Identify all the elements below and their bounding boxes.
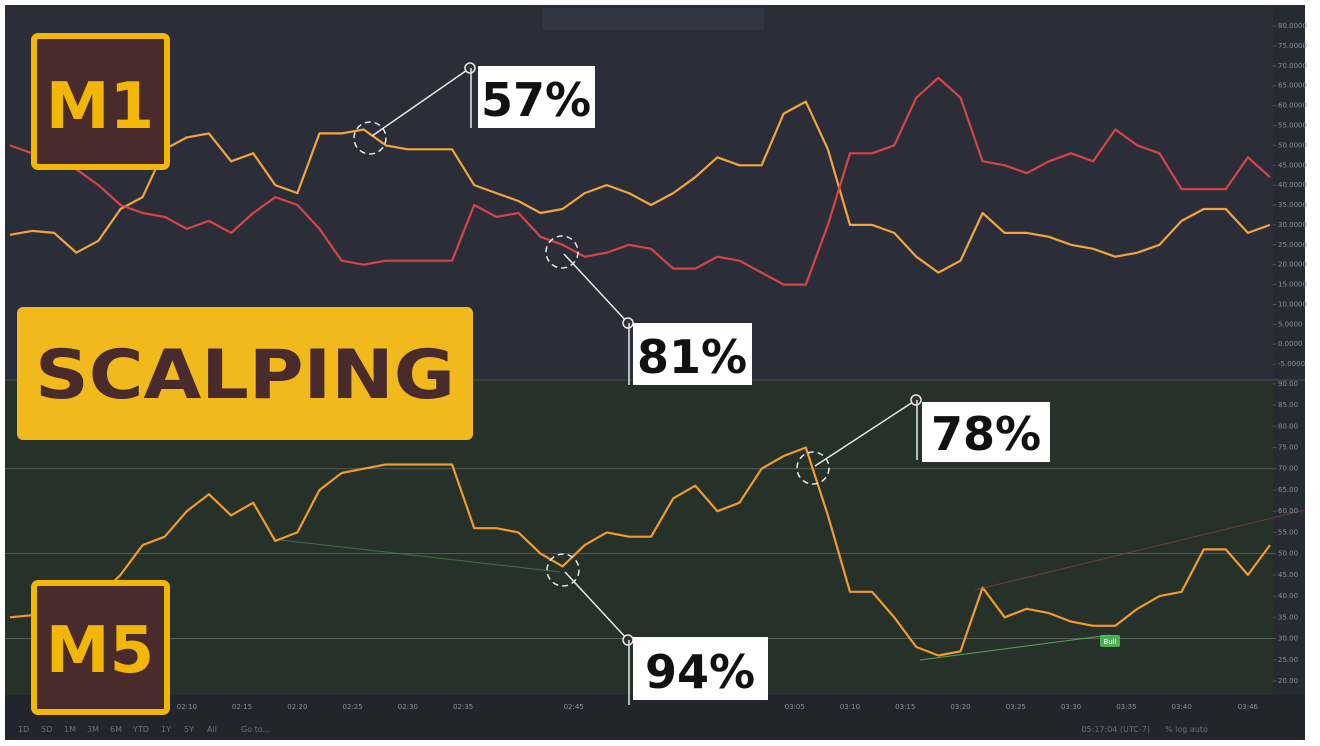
range-button[interactable]: 5D (41, 725, 52, 734)
badge-label: M5 (46, 614, 154, 688)
callout-box (922, 402, 1050, 462)
y-tick-label: 35.0000 (1278, 201, 1307, 209)
x-tick-label: 02:10 (177, 703, 197, 711)
range-button[interactable]: All (207, 725, 217, 734)
signal-tag (1100, 635, 1120, 647)
range-button[interactable]: YTD (132, 725, 149, 734)
y-tick-label: 60.0000 (1278, 102, 1307, 110)
m1-badge (31, 33, 170, 170)
x-tick-label: 02:45 (564, 703, 584, 711)
y-tick-label: 55.0000 (1278, 121, 1307, 129)
signal-label: Bull (1103, 638, 1116, 646)
y-tick-label: 40.0000 (1278, 181, 1307, 189)
y-tick-label: 40.00 (1278, 592, 1298, 600)
bottom-toolbar: 1D 5D 1M 3M 6M YTD 1Y 5Y All Go to... 05:17:04 (UT… (18, 725, 1208, 734)
series-line (9, 446, 1271, 657)
time-axis (5, 695, 1305, 740)
scale-options[interactable]: % log auto (1165, 725, 1208, 734)
series-line (9, 76, 1271, 286)
callout: 94% (645, 645, 755, 699)
y-tick-label: 20.0000 (1278, 261, 1307, 269)
badge-label: M1 (46, 70, 154, 144)
y-tick-label: -5.0000 (1278, 360, 1305, 368)
range-button[interactable]: 1D (18, 725, 29, 734)
y-tick-label: 65.00 (1278, 486, 1298, 494)
y-tick-label: 5.0000 (1278, 320, 1303, 328)
x-tick-label: 03:35 (1116, 703, 1136, 711)
m5-badge (31, 580, 170, 715)
y-tick-label: 50.0000 (1278, 141, 1307, 149)
series-line (9, 100, 1271, 274)
y-tick-label: 35.00 (1278, 613, 1298, 621)
range-button[interactable]: 1M (64, 725, 76, 734)
range-button[interactable]: 1Y (161, 725, 171, 734)
callout-box (633, 637, 768, 700)
callout-box (633, 323, 752, 385)
y-tick-label: 75.0000 (1278, 42, 1307, 50)
y-tick-label: 45.00 (1278, 571, 1298, 579)
y-tick-label: 25.0000 (1278, 241, 1307, 249)
y-tick-label: 20.00 (1278, 677, 1298, 685)
x-tick-label: 03:25 (1006, 703, 1026, 711)
x-tick-label: 03:40 (1171, 703, 1191, 711)
y-tick-label: 25.00 (1278, 656, 1298, 664)
drawing-toolbar[interactable] (542, 8, 764, 30)
y-tick-label: 45.0000 (1278, 161, 1307, 169)
y-tick-label: 15.0000 (1278, 281, 1307, 289)
range-button[interactable]: 6M (110, 725, 122, 734)
y-tick-label: 50.00 (1278, 550, 1298, 558)
range-button[interactable]: 5Y (184, 725, 194, 734)
trend-lines (279, 509, 1306, 661)
y-tick-label: 75.00 (1278, 444, 1298, 452)
y-tick-label: 65.0000 (1278, 82, 1307, 90)
x-tick-label: 02:30 (398, 703, 418, 711)
price-axis (1273, 5, 1305, 695)
y-tick-label: 80.0000 (1278, 22, 1307, 30)
y-tick-label: 80.00 (1278, 422, 1298, 430)
callout-box (478, 66, 595, 128)
y-tick-label: 70.00 (1278, 465, 1298, 473)
x-tick-label: 03:30 (1061, 703, 1081, 711)
plot: 80.0000 75.0000 70.0000 65.0000 60.0000 55.00… (5, 22, 1307, 711)
x-tick-label: 03:05 (785, 703, 805, 711)
y-tick-label: 30.00 (1278, 635, 1298, 643)
arrows (353, 62, 922, 705)
x-tick-label: 02:25 (343, 703, 363, 711)
y-tick-label: 90.00 (1278, 380, 1298, 388)
x-tick-label: 02:35 (453, 703, 473, 711)
y-tick-label: 10.0000 (1278, 300, 1307, 308)
x-tick-label: 03:20 (950, 703, 970, 711)
title: SCALPING (35, 336, 455, 415)
y-tick-label: 55.00 (1278, 528, 1298, 536)
title-banner (17, 307, 473, 440)
y-tick-label: 0.0000 (1278, 340, 1303, 348)
y-tick-label: 85.00 (1278, 401, 1298, 409)
y-tick-label: 30.0000 (1278, 221, 1307, 229)
x-tick-label: 02:15 (232, 703, 252, 711)
y-tick-label: 60.00 (1278, 507, 1298, 515)
x-tick-label: 03:10 (840, 703, 860, 711)
range-button[interactable]: 3M (87, 725, 99, 734)
x-tick-label: 03:15 (895, 703, 915, 711)
callout: 81% (637, 330, 747, 384)
callout: 78% (931, 407, 1041, 461)
x-tick-label: 03:46 (1238, 703, 1259, 711)
clock: 05:17:04 (UTC-7) (1081, 725, 1150, 734)
x-tick-label: 02:20 (287, 703, 307, 711)
goto-button[interactable]: Go to... (241, 725, 270, 734)
y-tick-label: 70.0000 (1278, 62, 1307, 70)
callout: 57% (481, 73, 591, 127)
